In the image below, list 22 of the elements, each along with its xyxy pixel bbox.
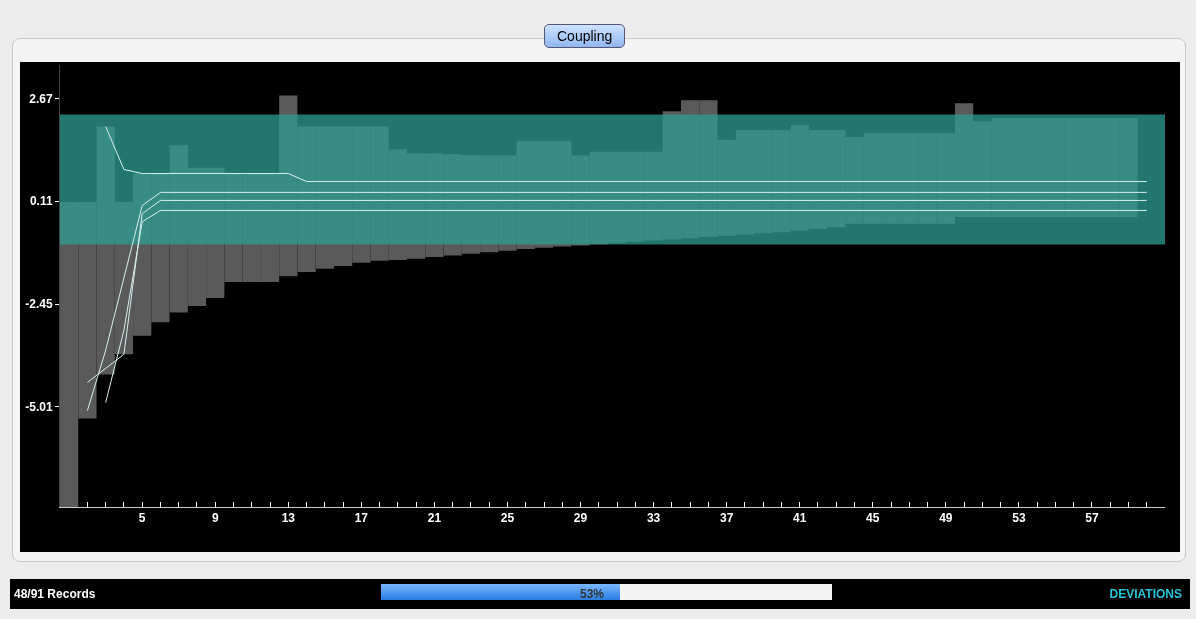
y-tick-label: 0.11 [29, 194, 53, 209]
text: DEVIATIONS [1109, 587, 1182, 601]
x-tick-label: 5 [138, 511, 146, 526]
x-tick-label: 33 [646, 511, 661, 526]
y-tick-label: -5.01 [25, 400, 53, 415]
x-tick-label: 53 [1012, 511, 1026, 526]
x-tick-label: 9 [211, 511, 219, 526]
x-tick-label: 45 [866, 511, 880, 526]
x-tick-label: 25 [500, 511, 515, 526]
x-tick-label: 13 [281, 511, 296, 526]
x-tick-label: 17 [354, 511, 369, 526]
text: 48/91 Records [14, 587, 96, 601]
x-tick-label: 37 [719, 511, 734, 526]
x-tick-label: 57 [1085, 511, 1099, 526]
chart-title: Coupling [544, 24, 626, 48]
x-tick-label: 29 [573, 511, 588, 526]
text: 53% [580, 587, 605, 601]
y-tick-label: 2.67 [29, 91, 53, 106]
x-tick-label: 41 [793, 511, 807, 526]
y-tick-label: -2.45 [25, 297, 53, 312]
x-tick-label: 49 [939, 511, 953, 526]
x-tick-label: 21 [427, 511, 442, 526]
